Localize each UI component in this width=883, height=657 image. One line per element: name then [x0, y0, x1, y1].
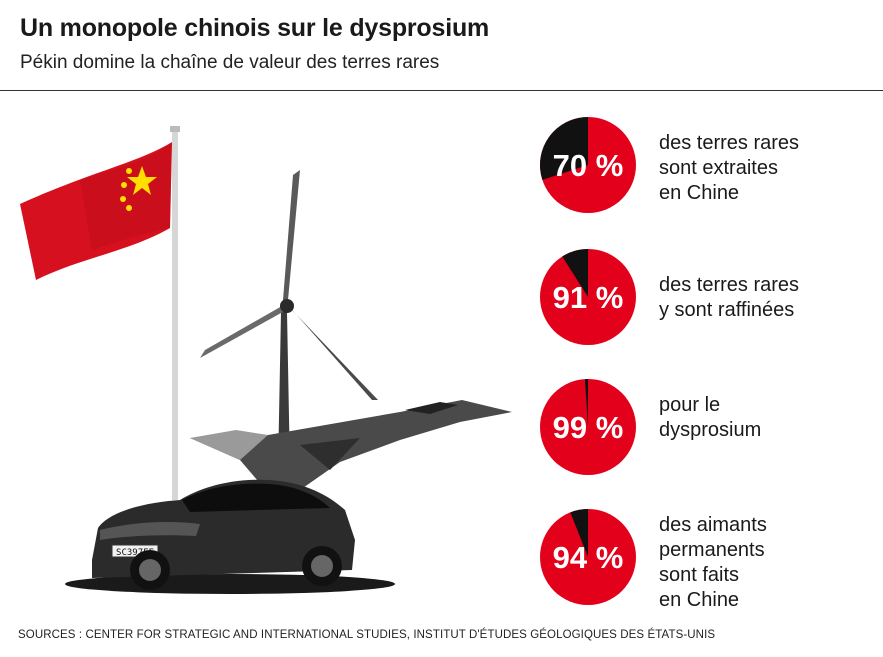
stat-description: pour le dysprosium [659, 393, 874, 443]
pie-value-label: 99 % [553, 410, 624, 445]
china-flag-icon [20, 126, 180, 500]
pie-slice-rest [584, 379, 588, 427]
pie-chart: 70 % [540, 117, 636, 213]
stat-description-line: sont faits [659, 564, 740, 586]
stat-description: des terres rares sont extraites en Chine [659, 131, 874, 206]
fighter-jet-icon [190, 400, 512, 495]
electric-car-icon: SC397FF [65, 479, 395, 594]
pie-slice-rest [562, 249, 588, 297]
pie-slice-rest [540, 117, 588, 180]
stat-description-line: en Chine [659, 589, 740, 611]
license-plate: SC397FF [116, 548, 154, 558]
pie-chart: 94 % [540, 509, 636, 605]
stat-description-line: pour le [659, 394, 721, 416]
stat-description-line: permanents [659, 539, 765, 561]
stat-description-line: y sont raffinées [659, 299, 795, 321]
stat-description-line: des aimants [659, 514, 767, 536]
stat-description-line: des terres rares [659, 132, 800, 154]
sources-note: SOURCES : CENTER FOR STRATEGIC AND INTER… [18, 629, 716, 641]
pie-slice-rest [570, 509, 588, 557]
illustration: SC397FF [20, 126, 512, 594]
stat-description: des terres rares y sont raffinées [659, 273, 874, 323]
stat-description-line: des terres rares [659, 274, 800, 296]
stat-description-line: en Chine [659, 182, 740, 204]
page-subtitle: Pékin domine la chaîne de valeur des ter… [20, 52, 440, 73]
stat-description-line: sont extraites [659, 157, 778, 179]
header-divider [0, 90, 883, 91]
pie-chart: 99 % [540, 379, 636, 475]
pie-value-label: 91 % [553, 280, 624, 315]
pie-value-label: 94 % [553, 540, 624, 575]
page-title: Un monopole chinois sur le dysprosium [20, 14, 490, 42]
pie-chart: 91 % [540, 249, 636, 345]
pie-value-label: 70 % [553, 148, 624, 183]
stat-description-line: dysprosium [659, 419, 762, 441]
stat-description: des aimants permanents sont faits en Chine [659, 513, 874, 613]
wind-turbine-icon [200, 170, 378, 470]
